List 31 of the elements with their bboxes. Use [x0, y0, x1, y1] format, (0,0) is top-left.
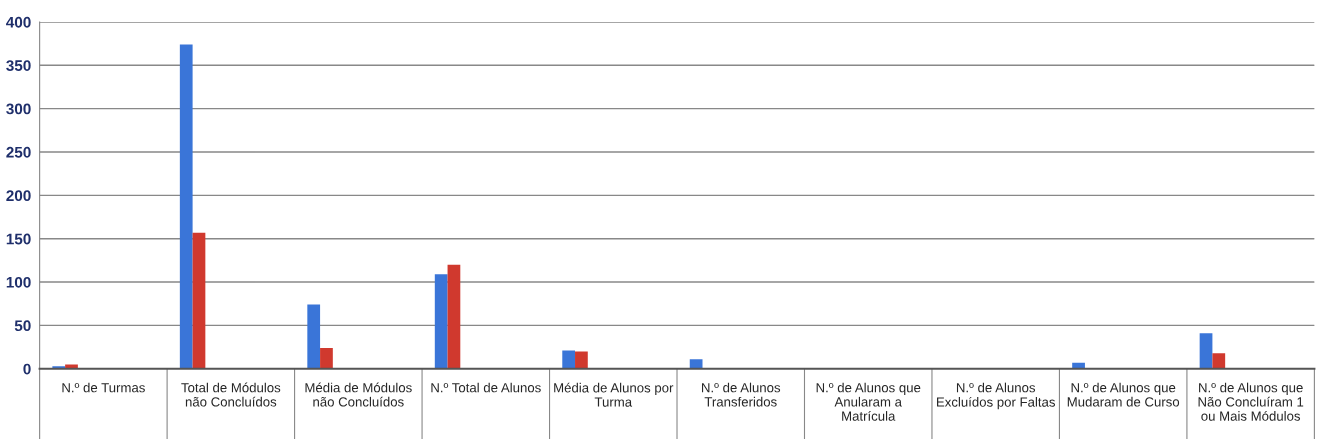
bar: [192, 232, 206, 369]
bar: [179, 44, 193, 369]
x-tick-label: N.º de Alunos que Anularam a Matrícula: [816, 382, 921, 421]
x-tick-label: N.º Total de Alunos: [431, 382, 541, 393]
bar: [1199, 333, 1213, 369]
bar: [307, 304, 321, 369]
y-tick-label: 200: [6, 190, 31, 202]
y-tick-label: 150: [6, 233, 31, 245]
bar: [434, 274, 448, 369]
x-tick-label: N.º de Turmas: [62, 382, 145, 393]
y-tick-label: 50: [14, 320, 31, 332]
x-tick-label: N.º de Alunos que Não Concluíram 1 ou Mais Módulos: [1198, 382, 1304, 421]
x-tick-label: Média de Módulos não Concluídos: [305, 382, 412, 407]
bar: [689, 359, 703, 369]
y-tick-label: 0: [23, 363, 31, 375]
x-tick-label: N.º de Alunos Excluídos por Faltas: [937, 382, 1055, 410]
bar: [1212, 353, 1226, 369]
x-tick-label: Média de Alunos por Turma: [554, 382, 674, 407]
y-tick-label: 350: [6, 60, 31, 72]
y-tick-label: 300: [6, 103, 31, 115]
bar: [320, 347, 333, 369]
x-tick-label: Total de Módulos não Concluídos: [181, 382, 281, 407]
bar: [562, 350, 576, 369]
y-tick-label: 400: [6, 16, 31, 28]
y-tick-label: 250: [6, 146, 31, 158]
x-tick-label: N.º de Alunos que Mudaram de Curso: [1067, 382, 1180, 407]
bar: [447, 264, 461, 369]
x-tick-label: N.º de Alunos Transferidos: [702, 382, 781, 407]
y-tick-label: 100: [6, 276, 31, 288]
bar: [65, 364, 78, 369]
bar: [575, 351, 588, 369]
